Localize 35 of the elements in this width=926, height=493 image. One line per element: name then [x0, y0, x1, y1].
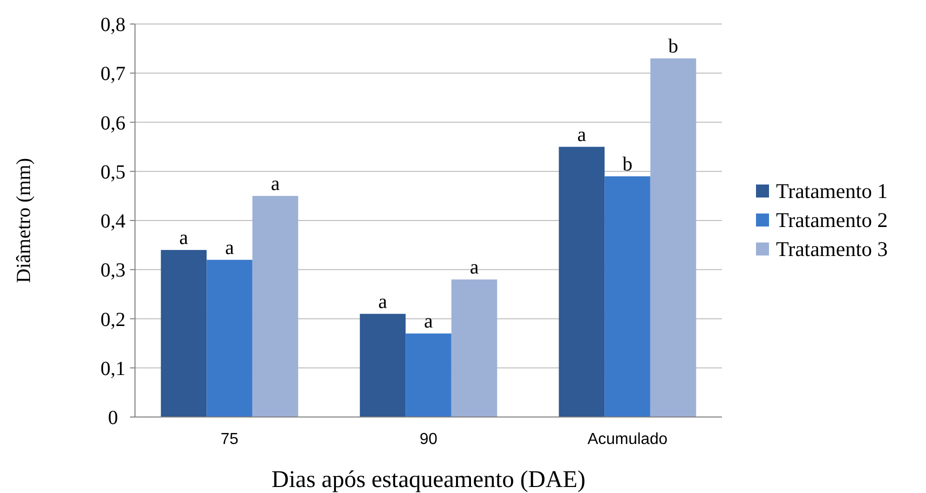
bar [360, 314, 406, 417]
bar [604, 176, 650, 417]
y-tick-label: 0,3 [100, 260, 126, 282]
annotation: a [270, 172, 280, 195]
y-tick-label: 0,6 [100, 112, 126, 134]
bar [252, 196, 298, 417]
legend-label: Tratamento 3 [776, 236, 888, 261]
annotation: a [424, 310, 434, 332]
x-tick-label: Acumulado [587, 431, 668, 448]
legend-label: Tratamento 2 [776, 208, 888, 232]
y-tick-label: 0,7 [100, 63, 126, 86]
bar [406, 333, 452, 417]
y-tick-label: 0,4 [100, 210, 126, 232]
y-tick-label: 0,5 [100, 161, 126, 184]
annotation: a [470, 256, 479, 278]
annotation: b [622, 153, 632, 176]
annotation: a [179, 226, 188, 249]
annotation: a [577, 124, 586, 146]
bar [451, 279, 498, 417]
annotation: a [225, 236, 234, 259]
y-tick-label: 0,2 [100, 308, 126, 331]
y-tick-label: 0,1 [100, 358, 126, 380]
annotation: b [668, 35, 678, 58]
bar [558, 146, 605, 417]
bar [206, 260, 252, 417]
y-axis-title: Diâmetro (mm) [13, 158, 35, 283]
annotation: a [378, 290, 388, 313]
legend-label: Tratamento 1 [776, 178, 888, 203]
x-axis-title: Dias após estaqueamento (DAE) [272, 467, 586, 493]
bar [650, 58, 696, 417]
x-tick-label: 90 [420, 431, 438, 448]
y-tick-label: 0,8 [100, 14, 126, 36]
x-tick-label: 75 [220, 431, 239, 448]
bar [160, 250, 207, 417]
y-tick-label: 0 [108, 407, 118, 429]
